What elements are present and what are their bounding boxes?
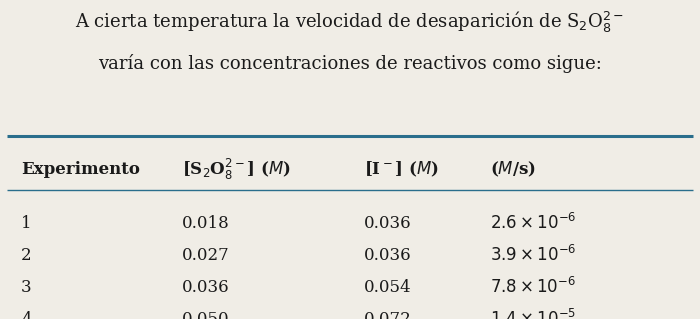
Text: [I$^-$] ($M$): [I$^-$] ($M$) xyxy=(364,160,439,179)
Text: 3: 3 xyxy=(21,278,32,296)
Text: 0.036: 0.036 xyxy=(182,278,230,296)
Text: 0.072: 0.072 xyxy=(364,310,412,319)
Text: 4: 4 xyxy=(21,310,32,319)
Text: 2: 2 xyxy=(21,247,32,264)
Text: $3.9 \times 10^{-6}$: $3.9 \times 10^{-6}$ xyxy=(490,245,577,265)
Text: $2.6 \times 10^{-6}$: $2.6 \times 10^{-6}$ xyxy=(490,213,577,234)
Text: varía con las concentraciones de reactivos como sigue:: varía con las concentraciones de reactiv… xyxy=(98,54,602,73)
Text: 0.018: 0.018 xyxy=(182,215,230,232)
Text: 0.050: 0.050 xyxy=(182,310,230,319)
Text: 0.036: 0.036 xyxy=(364,215,412,232)
Text: ($M$/s): ($M$/s) xyxy=(490,160,536,179)
Text: Experimento: Experimento xyxy=(21,160,140,178)
Text: 0.036: 0.036 xyxy=(364,247,412,264)
Text: [S$_2$O$_8^{2-}$] ($M$): [S$_2$O$_8^{2-}$] ($M$) xyxy=(182,157,291,182)
Text: A cierta temperatura la velocidad de desaparición de S$_2$O$_8^{2-}$: A cierta temperatura la velocidad de des… xyxy=(76,10,624,35)
Text: $1.4 \times 10^{-5}$: $1.4 \times 10^{-5}$ xyxy=(490,309,576,319)
Text: 0.027: 0.027 xyxy=(182,247,230,264)
Text: 1: 1 xyxy=(21,215,32,232)
Text: $7.8 \times 10^{-6}$: $7.8 \times 10^{-6}$ xyxy=(490,277,576,297)
Text: 0.054: 0.054 xyxy=(364,278,412,296)
